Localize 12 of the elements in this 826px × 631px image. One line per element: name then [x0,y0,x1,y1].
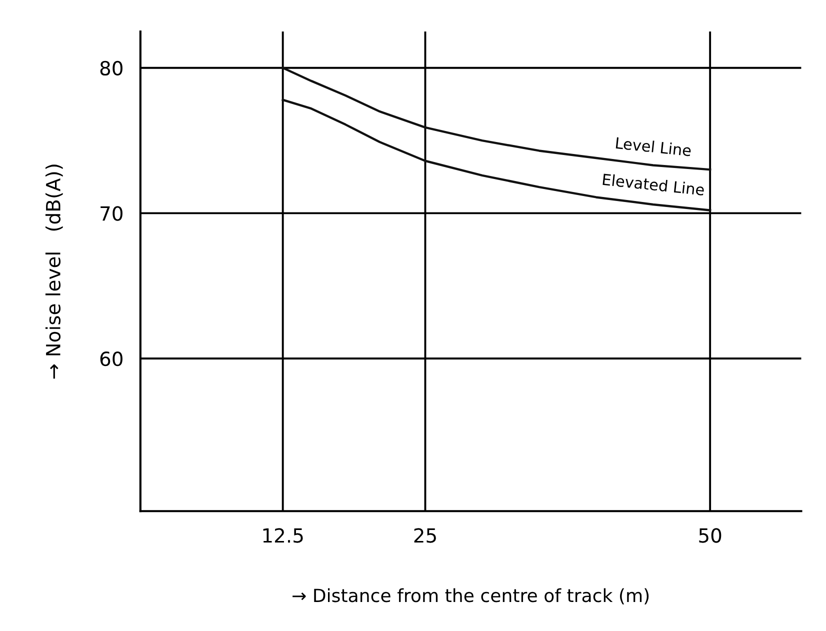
y-tick-label: 60 [100,351,122,366]
x-axis-title: → Distance from the centre of track (m) [292,588,649,604]
line-series [282,66,712,171]
x-tick-label: 12.5 [263,528,303,543]
text: Level Line [616,136,692,156]
x-tick-label: 25 [414,528,436,543]
y-axis-title: → Noise level (dB(A)) [45,164,63,379]
line-series [282,98,712,212]
x-tick-label: 50 [699,528,722,543]
y-tick-label: 70 [100,206,122,221]
text: Elevated Line [602,173,705,196]
y-tick-label: 80 [100,60,122,76]
